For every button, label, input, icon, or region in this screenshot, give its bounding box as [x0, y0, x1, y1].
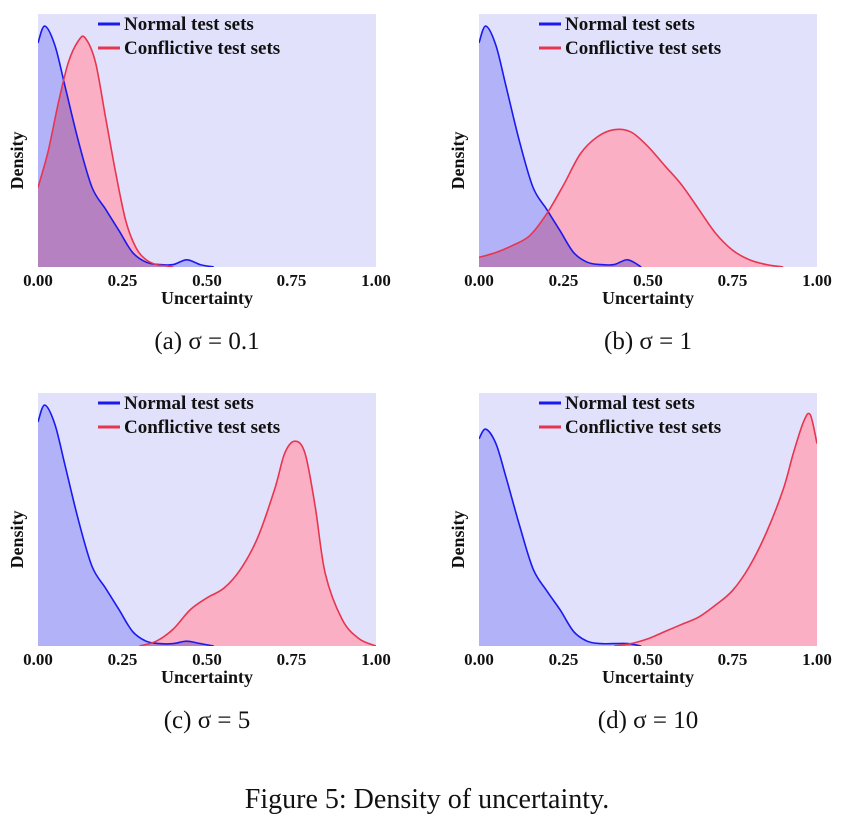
- series-line-normal: [479, 25, 642, 267]
- x-axis-label: Uncertainty: [602, 667, 694, 687]
- x-axis-label: Uncertainty: [602, 288, 694, 308]
- series-line-conflictive: [38, 35, 174, 267]
- legend-label: Conflictive test sets: [124, 417, 280, 438]
- y-axis-label: Density: [448, 132, 468, 190]
- x-axis-label: Uncertainty: [161, 288, 253, 308]
- legend-label: Normal test sets: [565, 14, 695, 35]
- series-area-conflictive: [38, 36, 174, 267]
- series-line-conflictive: [479, 128, 784, 267]
- y-axis-label: Density: [7, 132, 27, 190]
- x-tick-label: 0.00: [464, 650, 494, 669]
- series-line-normal: [38, 404, 214, 646]
- series-line-normal: [38, 25, 214, 267]
- x-tick-label: 0.25: [108, 271, 138, 290]
- legend-label: Conflictive test sets: [565, 38, 721, 59]
- x-tick-label: 0.50: [192, 271, 222, 290]
- x-tick-label: 1.00: [361, 271, 391, 290]
- x-tick-label: 1.00: [802, 271, 832, 290]
- y-axis-label: Density: [448, 511, 468, 569]
- panel-caption: (a) σ = 0.1: [154, 328, 259, 355]
- series-line-conflictive: [139, 440, 376, 646]
- x-axis-label: Uncertainty: [161, 667, 253, 687]
- x-tick-label: 0.75: [277, 271, 307, 290]
- series-area-conflictive: [139, 441, 376, 646]
- series-area-normal: [479, 429, 642, 646]
- legend-label: Conflictive test sets: [565, 417, 721, 438]
- panel-1: 0.00 0.25 0.50 0.75 1.00 Uncertainty Density No…: [7, 14, 391, 355]
- x-tick-label: 0.00: [464, 271, 494, 290]
- x-tick-label: 0.50: [633, 650, 663, 669]
- panel-2: 0.00 0.25 0.50 0.75 1.00 Uncertainty Density No…: [448, 14, 832, 355]
- x-tick-label: 1.00: [802, 650, 832, 669]
- panel-caption: (c) σ = 5: [164, 707, 251, 734]
- x-tick-label: 0.25: [549, 650, 579, 669]
- series-area-conflictive: [614, 413, 817, 646]
- legend-label: Normal test sets: [124, 14, 254, 35]
- series-area-normal: [479, 26, 642, 267]
- panel-3: 0.00 0.25 0.50 0.75 1.00 Uncertainty Density No…: [7, 393, 391, 734]
- x-tick-label: 0.75: [277, 650, 307, 669]
- x-tick-label: 0.50: [192, 650, 222, 669]
- legend-label: Normal test sets: [124, 393, 254, 414]
- x-tick-label: 0.25: [549, 271, 579, 290]
- y-axis-label: Density: [7, 511, 27, 569]
- x-tick-label: 0.00: [23, 650, 53, 669]
- panel-4: 0.00 0.25 0.50 0.75 1.00 Uncertainty Density No…: [448, 393, 832, 734]
- x-tick-label: 1.00: [361, 650, 391, 669]
- series-line-normal: [479, 428, 642, 646]
- panel-caption: (b) σ = 1: [604, 328, 692, 355]
- x-tick-label: 0.00: [23, 271, 53, 290]
- legend-label: Normal test sets: [565, 393, 695, 414]
- x-tick-label: 0.75: [718, 650, 748, 669]
- x-tick-label: 0.50: [633, 271, 663, 290]
- figure-caption: Figure 5: Density of uncertainty.: [245, 784, 609, 815]
- x-tick-label: 0.25: [108, 650, 138, 669]
- x-tick-label: 0.75: [718, 271, 748, 290]
- series-area-conflictive: [479, 129, 784, 267]
- series-area-normal: [38, 405, 214, 646]
- panel-caption: (d) σ = 10: [598, 707, 698, 734]
- legend-label: Conflictive test sets: [124, 38, 280, 59]
- series-line-conflictive: [614, 412, 817, 646]
